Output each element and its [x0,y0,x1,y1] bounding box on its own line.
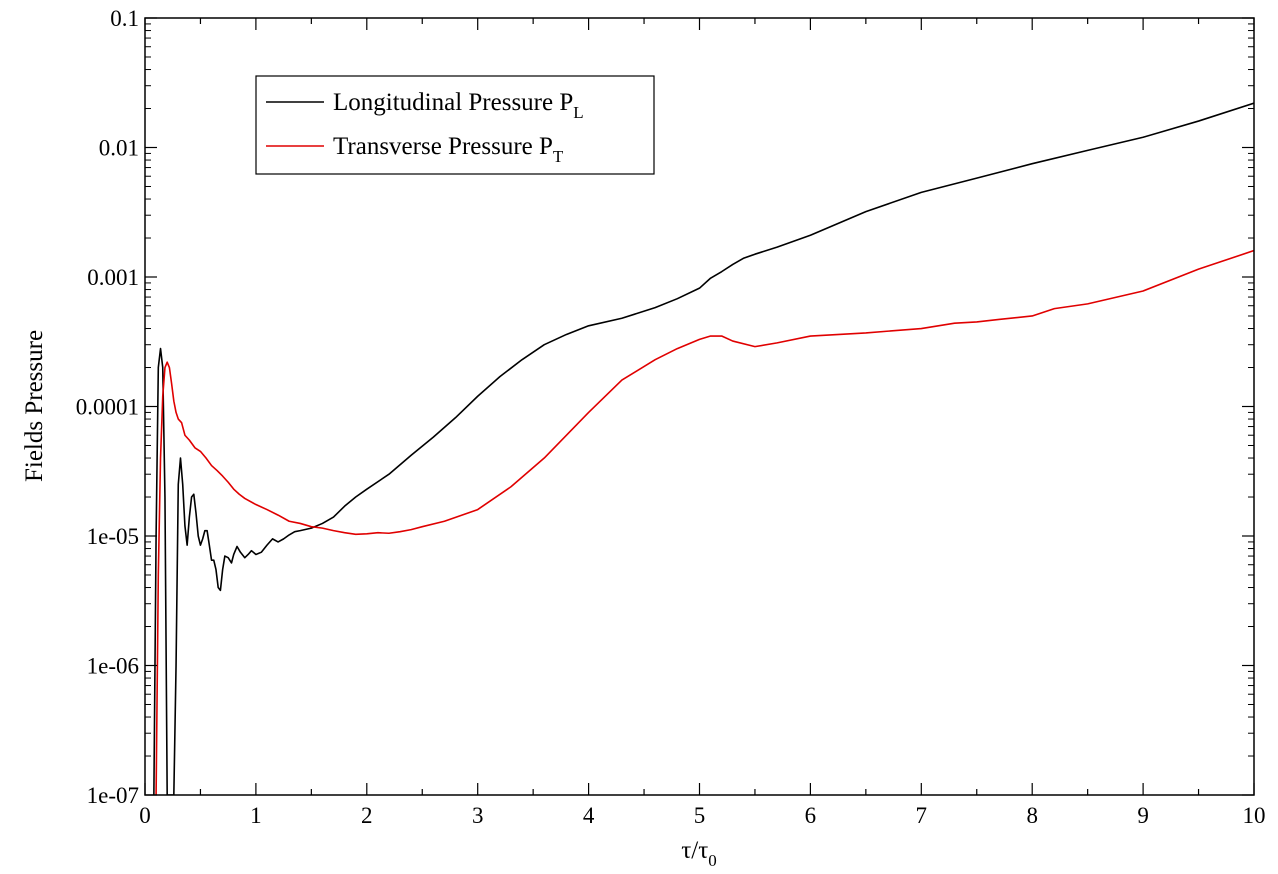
legend-label-transverse: Transverse Pressure PT [333,133,564,166]
series-line-longitudinal [153,102,1254,795]
x-tick-label: 1 [250,803,262,828]
y-tick-label: 0.01 [99,136,139,161]
y-tick-label: 1e-06 [87,654,139,679]
y-tick-label: 1e-07 [87,783,139,808]
x-tick-label: 3 [472,803,484,828]
x-tick-label: 7 [916,803,928,828]
x-tick-label: 6 [805,803,817,828]
x-tick-label: 8 [1026,803,1038,828]
legend: Longitudinal Pressure PL Transverse Pres… [255,75,655,175]
y-tick-label: 0.001 [87,265,139,290]
x-tick-label: 4 [583,803,595,828]
series-layer [153,102,1254,795]
y-tick-label: 0.1 [110,6,139,31]
tick-labels-layer: 0 1 2 3 4 5 6 7 8 9 10 1e-07 1e-06 1e-05 0.0001 0.001 0.… [76,6,1266,828]
ticks-layer [144,17,1255,796]
legend-label-longitudinal: Longitudinal Pressure PL [333,89,584,122]
series-line-transverse [155,249,1254,795]
x-axis-title: τ/τ0 [681,837,717,870]
y-tick-label: 0.0001 [76,395,139,420]
x-tick-label: 5 [694,803,706,828]
legend-box [255,75,655,175]
x-tick-label: 10 [1243,803,1266,828]
x-tick-label: 2 [361,803,373,828]
y-tick-label: 1e-05 [87,524,139,549]
x-tick-label: 9 [1137,803,1149,828]
y-axis-title: Fields Pressure [21,330,48,482]
x-tick-label: 0 [139,803,151,828]
